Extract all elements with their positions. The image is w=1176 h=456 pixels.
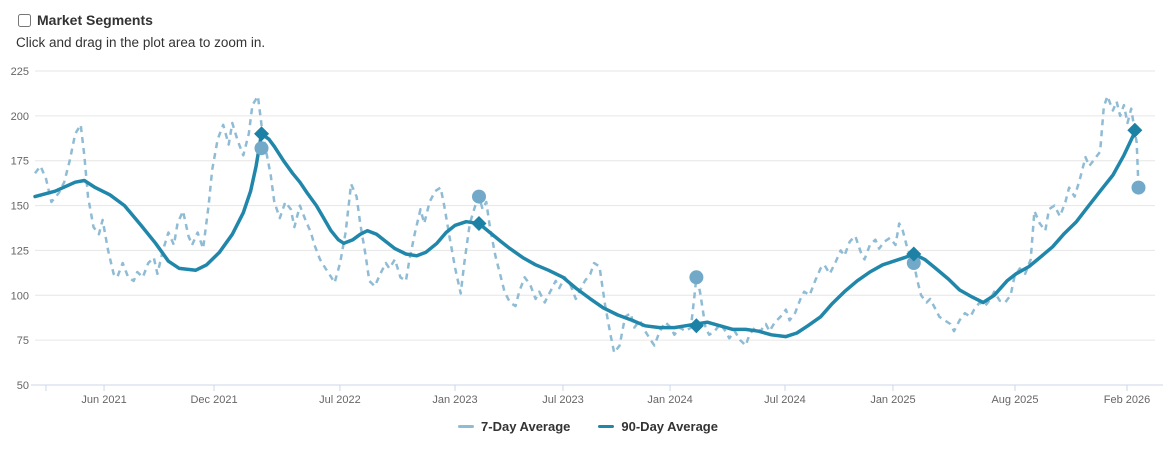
marker-diamond-90day — [1127, 122, 1143, 138]
marker-circle-7day — [472, 189, 486, 204]
chart-subtitle: Click and drag in the plot area to zoom … — [16, 35, 266, 50]
chart-canvas[interactable]: 225 200 175 150 125 100 75 50 Jun 2021 Dec 2021 Ju… — [0, 52, 1176, 412]
y-axis-label: 175 — [11, 156, 29, 168]
x-axis-label: Aug 2025 — [991, 394, 1038, 406]
legend-item-7day[interactable]: 7-Day Average — [458, 419, 570, 434]
marker-diamond-90day — [471, 216, 487, 232]
marker-diamond-90day — [254, 126, 270, 142]
y-axis-label: 50 — [17, 380, 29, 392]
marker-circle-7day — [1131, 180, 1146, 195]
marker-circle-7day — [254, 141, 269, 156]
chart-header: Market Segments Click and drag in the pl… — [0, 0, 1176, 50]
y-axis-label: 200 — [11, 111, 29, 123]
x-axis-label: Jul 2022 — [319, 394, 361, 406]
x-axis-label: Jul 2023 — [542, 394, 584, 406]
plot-area[interactable]: 225 200 175 150 125 100 75 50 Jun 2021 Dec 2021 Ju… — [0, 52, 1176, 412]
x-axis-label: Jan 2025 — [870, 394, 915, 406]
x-axis-label: Feb 2026 — [1104, 394, 1150, 406]
series-90day-line — [33, 130, 1137, 339]
marker-diamond-90day — [906, 246, 922, 262]
x-axis-label: Jan 2023 — [432, 394, 477, 406]
legend-item-90day[interactable]: 90-Day Average — [598, 419, 718, 434]
y-axis-label: 100 — [11, 290, 29, 302]
legend-label-7day: 7-Day Average — [481, 418, 571, 434]
chart-legend: 7-Day Average 90-Day Average — [0, 410, 1176, 442]
x-axis-label: Jun 2021 — [81, 394, 126, 406]
y-axis-label: 150 — [11, 201, 29, 213]
y-axis-label: 225 — [11, 66, 29, 78]
chart-title: Market Segments — [37, 12, 153, 28]
y-axis-label: 125 — [11, 245, 29, 257]
x-axis-label: Dec 2021 — [190, 394, 237, 406]
market-segments-checkbox[interactable] — [18, 13, 31, 27]
90day-line-swatch-icon — [598, 424, 615, 428]
marker-circle-7day — [906, 256, 921, 270]
legend-label-90day: 90-Day Average — [621, 418, 718, 434]
7day-line-swatch-icon — [458, 424, 475, 428]
series-7day-line — [34, 94, 1140, 354]
x-axis-label: Jul 2024 — [764, 394, 806, 406]
x-axis-label: Jan 2024 — [647, 394, 692, 406]
y-axis-label: 75 — [17, 335, 29, 347]
marker-circle-7day — [689, 270, 704, 285]
marker-diamond-90day — [688, 318, 704, 334]
